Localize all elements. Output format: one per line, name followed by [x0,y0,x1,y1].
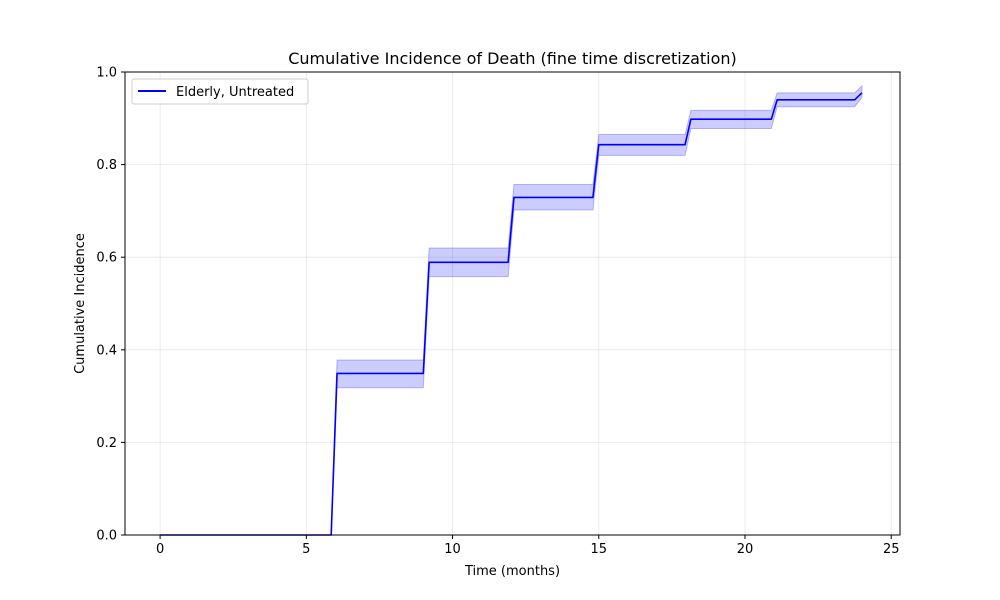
x-tick-label: 20 [737,542,754,557]
chart-title: Cumulative Incidence of Death (fine time… [288,49,737,68]
series-line-layer [160,92,863,536]
plot-area-frame [124,71,901,536]
y-tick-label: 0.4 [96,343,117,358]
y-tick-label: 1.0 [96,66,117,81]
legend: Elderly, Untreated [131,78,309,105]
x-tick-label: 10 [444,542,461,557]
y-tick-label: 0.0 [96,529,117,544]
x-tick-label: 15 [591,542,608,557]
x-tick-label: 5 [302,542,310,557]
x-tick-label: 25 [883,542,900,557]
x-axis-label: Time (months) [464,564,560,579]
y-tick-label: 0.2 [96,436,117,451]
y-axis-label: Cumulative Incidence [73,233,88,374]
y-tick-label: 0.6 [96,251,117,266]
series-line [160,92,863,536]
tick-layer: 0 5 10 15 20 25 0.0 0.2 0.4 0.6 0.8 1.0 [96,66,899,558]
x-tick-label: 0 [156,542,164,557]
legend-label-elderly-untreated: Elderly, Untreated [176,85,294,100]
legend-box [131,78,309,105]
y-tick-label: 0.8 [96,158,117,173]
